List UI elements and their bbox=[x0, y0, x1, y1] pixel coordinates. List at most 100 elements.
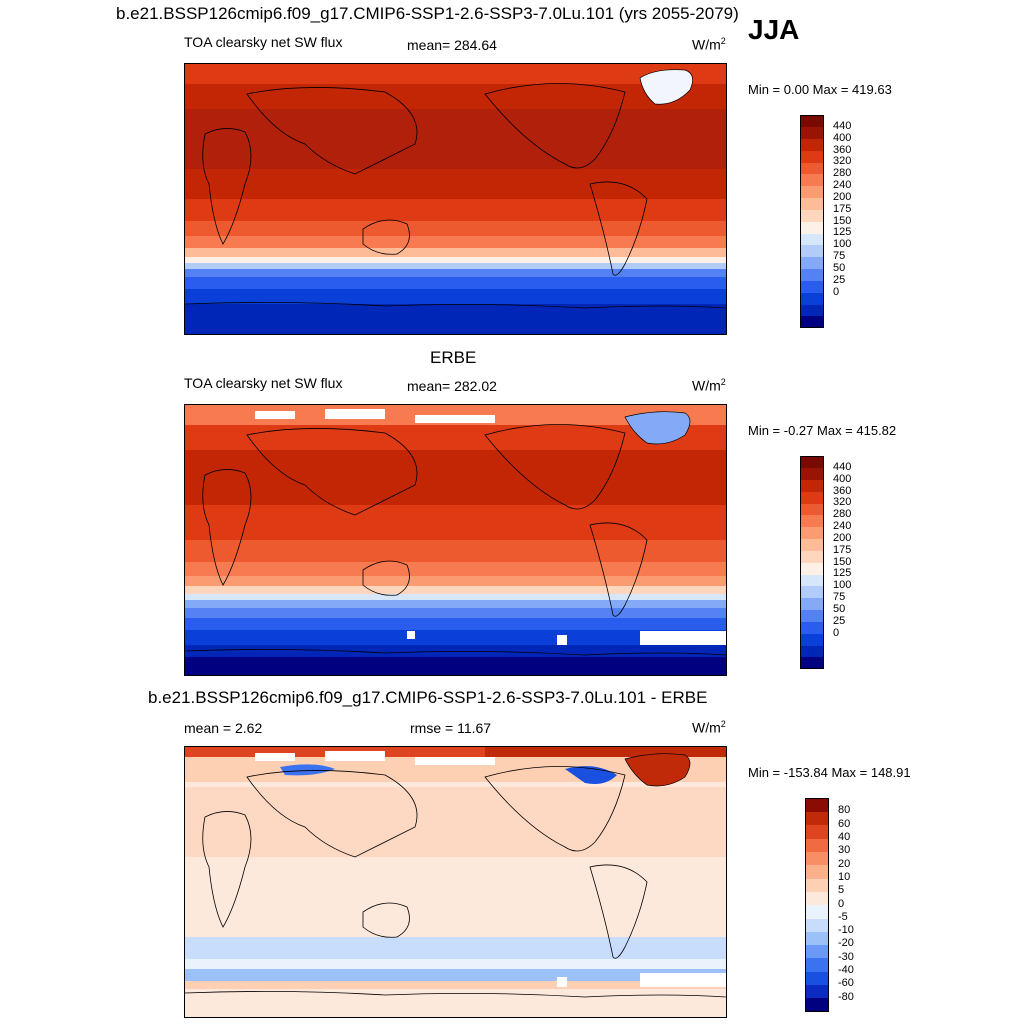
colorbar-tick-label: 25 bbox=[833, 273, 846, 286]
colorbar-tick-label: 200 bbox=[833, 531, 852, 544]
colorbar-swatch bbox=[800, 257, 824, 269]
colorbar-swatch bbox=[800, 115, 824, 127]
panel-obs-minmax: Min = -0.27 Max = 415.82 bbox=[748, 423, 897, 438]
colorbar-swatch bbox=[800, 150, 824, 163]
colorbar-swatch bbox=[800, 126, 824, 139]
colorbar-swatch bbox=[800, 316, 824, 329]
colorbar-tick-label: -30 bbox=[838, 950, 854, 963]
panel-obs-map bbox=[184, 404, 727, 676]
colorbar-swatch bbox=[800, 221, 824, 234]
panel-obs-mean-label: mean= 282.02 bbox=[407, 378, 497, 394]
colorbar-swatch bbox=[800, 645, 824, 658]
colorbar-tick-label: -10 bbox=[838, 924, 854, 937]
colorbar-swatch bbox=[800, 503, 824, 516]
colorbar-swatch bbox=[800, 245, 824, 258]
colorbar-swatch bbox=[800, 174, 824, 187]
panel-obs-variable-label: TOA clearsky net SW flux bbox=[184, 375, 343, 391]
panel-model-units: W/m2 bbox=[692, 36, 726, 53]
colorbar-swatch bbox=[800, 209, 824, 222]
colorbar-swatch bbox=[805, 824, 829, 839]
colorbar-tick-label: 25 bbox=[833, 614, 846, 627]
colorbar-tick-label: 40 bbox=[838, 830, 851, 843]
colorbar-swatch bbox=[800, 491, 824, 504]
colorbar-swatch bbox=[800, 527, 824, 539]
colorbar-tick-label: -40 bbox=[838, 964, 854, 977]
colorbar-swatch bbox=[800, 456, 824, 468]
colorbar-tick-label: 50 bbox=[833, 261, 846, 274]
colorbar-swatch bbox=[800, 304, 824, 317]
colorbar-tick-label: -20 bbox=[838, 937, 854, 950]
panel-diff-map bbox=[184, 746, 727, 1018]
colorbar-tick-label: 150 bbox=[833, 555, 852, 568]
panel-model-map bbox=[184, 63, 727, 335]
colorbar-swatch bbox=[800, 280, 824, 293]
colorbar-tick-label: 20 bbox=[838, 857, 851, 870]
colorbar-swatch bbox=[805, 891, 829, 906]
colorbar-tick-label: 440 bbox=[833, 460, 852, 473]
colorbar-tick-label: 240 bbox=[833, 520, 852, 532]
colorbar-tick-label: 100 bbox=[833, 579, 852, 592]
colorbar-tick-label: 400 bbox=[833, 131, 852, 144]
colorbar-tick-label: 240 bbox=[833, 179, 852, 191]
colorbar-swatch bbox=[800, 538, 824, 551]
colorbar-swatch bbox=[800, 197, 824, 210]
colorbar-swatch bbox=[805, 877, 829, 892]
colorbar-swatch bbox=[800, 479, 824, 492]
colorbar-swatch bbox=[800, 292, 824, 305]
colorbar-tick-label: 5 bbox=[838, 884, 845, 897]
colorbar-swatch bbox=[805, 971, 829, 986]
colorbar-tick-label: 80 bbox=[838, 804, 851, 817]
colorbar-swatch bbox=[805, 851, 829, 866]
colorbar-swatch bbox=[800, 609, 824, 622]
colorbar-swatch bbox=[805, 997, 829, 1012]
colorbar-swatch bbox=[800, 467, 824, 480]
colorbar-tick-label: 320 bbox=[833, 496, 852, 509]
panel-diff-mean-label: mean = 2.62 bbox=[184, 720, 263, 736]
colorbar-tick-label: 125 bbox=[833, 226, 852, 239]
colorbar-swatch bbox=[805, 917, 829, 932]
colorbar-tick-label: -60 bbox=[838, 977, 854, 990]
colorbar-tick-label: -5 bbox=[838, 910, 848, 923]
colorbar-swatch bbox=[805, 798, 829, 812]
colorbar-swatch bbox=[800, 186, 824, 198]
colorbar-tick-label: 100 bbox=[833, 238, 852, 251]
panel-diff-rmse-label: rmse = 11.67 bbox=[410, 720, 492, 736]
colorbar-tick-label: 10 bbox=[838, 870, 851, 883]
colorbar-tick-label: 75 bbox=[833, 250, 846, 262]
colorbar-swatch bbox=[800, 233, 824, 246]
colorbar-tick-label: 150 bbox=[833, 214, 852, 227]
colorbar-tick-label: 175 bbox=[833, 543, 852, 556]
colorbar-swatch bbox=[800, 138, 824, 151]
panel-diff-minmax: Min = -153.84 Max = 148.91 bbox=[748, 765, 911, 780]
colorbar-tick-label: 400 bbox=[833, 472, 852, 485]
colorbar-tick-label: 280 bbox=[833, 167, 852, 180]
colorbar-swatch bbox=[805, 864, 829, 879]
colorbar-tick-label: 440 bbox=[833, 119, 852, 132]
colorbar-swatch bbox=[805, 944, 829, 959]
colorbar-swatch bbox=[800, 574, 824, 587]
colorbar-swatch bbox=[800, 562, 824, 575]
colorbar-tick-label: 320 bbox=[833, 155, 852, 168]
colorbar-tick-label: 75 bbox=[833, 591, 846, 603]
panel-diff-colorbar: 80 60 40 30 20 10 5 0 -5 -10 -20 -30 -40 -60 -80 bbox=[805, 798, 869, 1012]
colorbar-tick-label: 0 bbox=[833, 285, 840, 298]
panel-obs-title: ERBE bbox=[430, 348, 477, 367]
colorbar-tick-label: 360 bbox=[833, 143, 852, 156]
panel-model-colorbar: 440 400 360 320 280 240 200 175 150 125 100 75 50 25 0 bbox=[800, 115, 864, 329]
colorbar-swatch bbox=[800, 515, 824, 528]
colorbar-swatch bbox=[805, 957, 829, 972]
colorbar-tick-label: 200 bbox=[833, 190, 852, 203]
colorbar-swatch bbox=[800, 268, 824, 281]
colorbar-swatch bbox=[800, 633, 824, 646]
colorbar-swatch bbox=[805, 811, 829, 826]
colorbar-tick-label: 60 bbox=[838, 817, 851, 830]
panel-obs-map-field bbox=[185, 405, 726, 675]
colorbar-tick-label: 0 bbox=[833, 626, 840, 639]
colorbar-swatch bbox=[800, 621, 824, 634]
panel-diff-units: W/m2 bbox=[692, 719, 726, 736]
colorbar-swatch bbox=[800, 598, 824, 610]
season-label: JJA bbox=[748, 14, 800, 45]
panel-diff-title: b.e21.BSSP126cmip6.f09_g17.CMIP6-SSP1-2.… bbox=[148, 688, 708, 707]
panel-obs-colorbar: 440 400 360 320 280 240 200 175 150 125 100 75 50 25 0 bbox=[800, 456, 864, 670]
colorbar-tick-label: 0 bbox=[838, 897, 845, 910]
